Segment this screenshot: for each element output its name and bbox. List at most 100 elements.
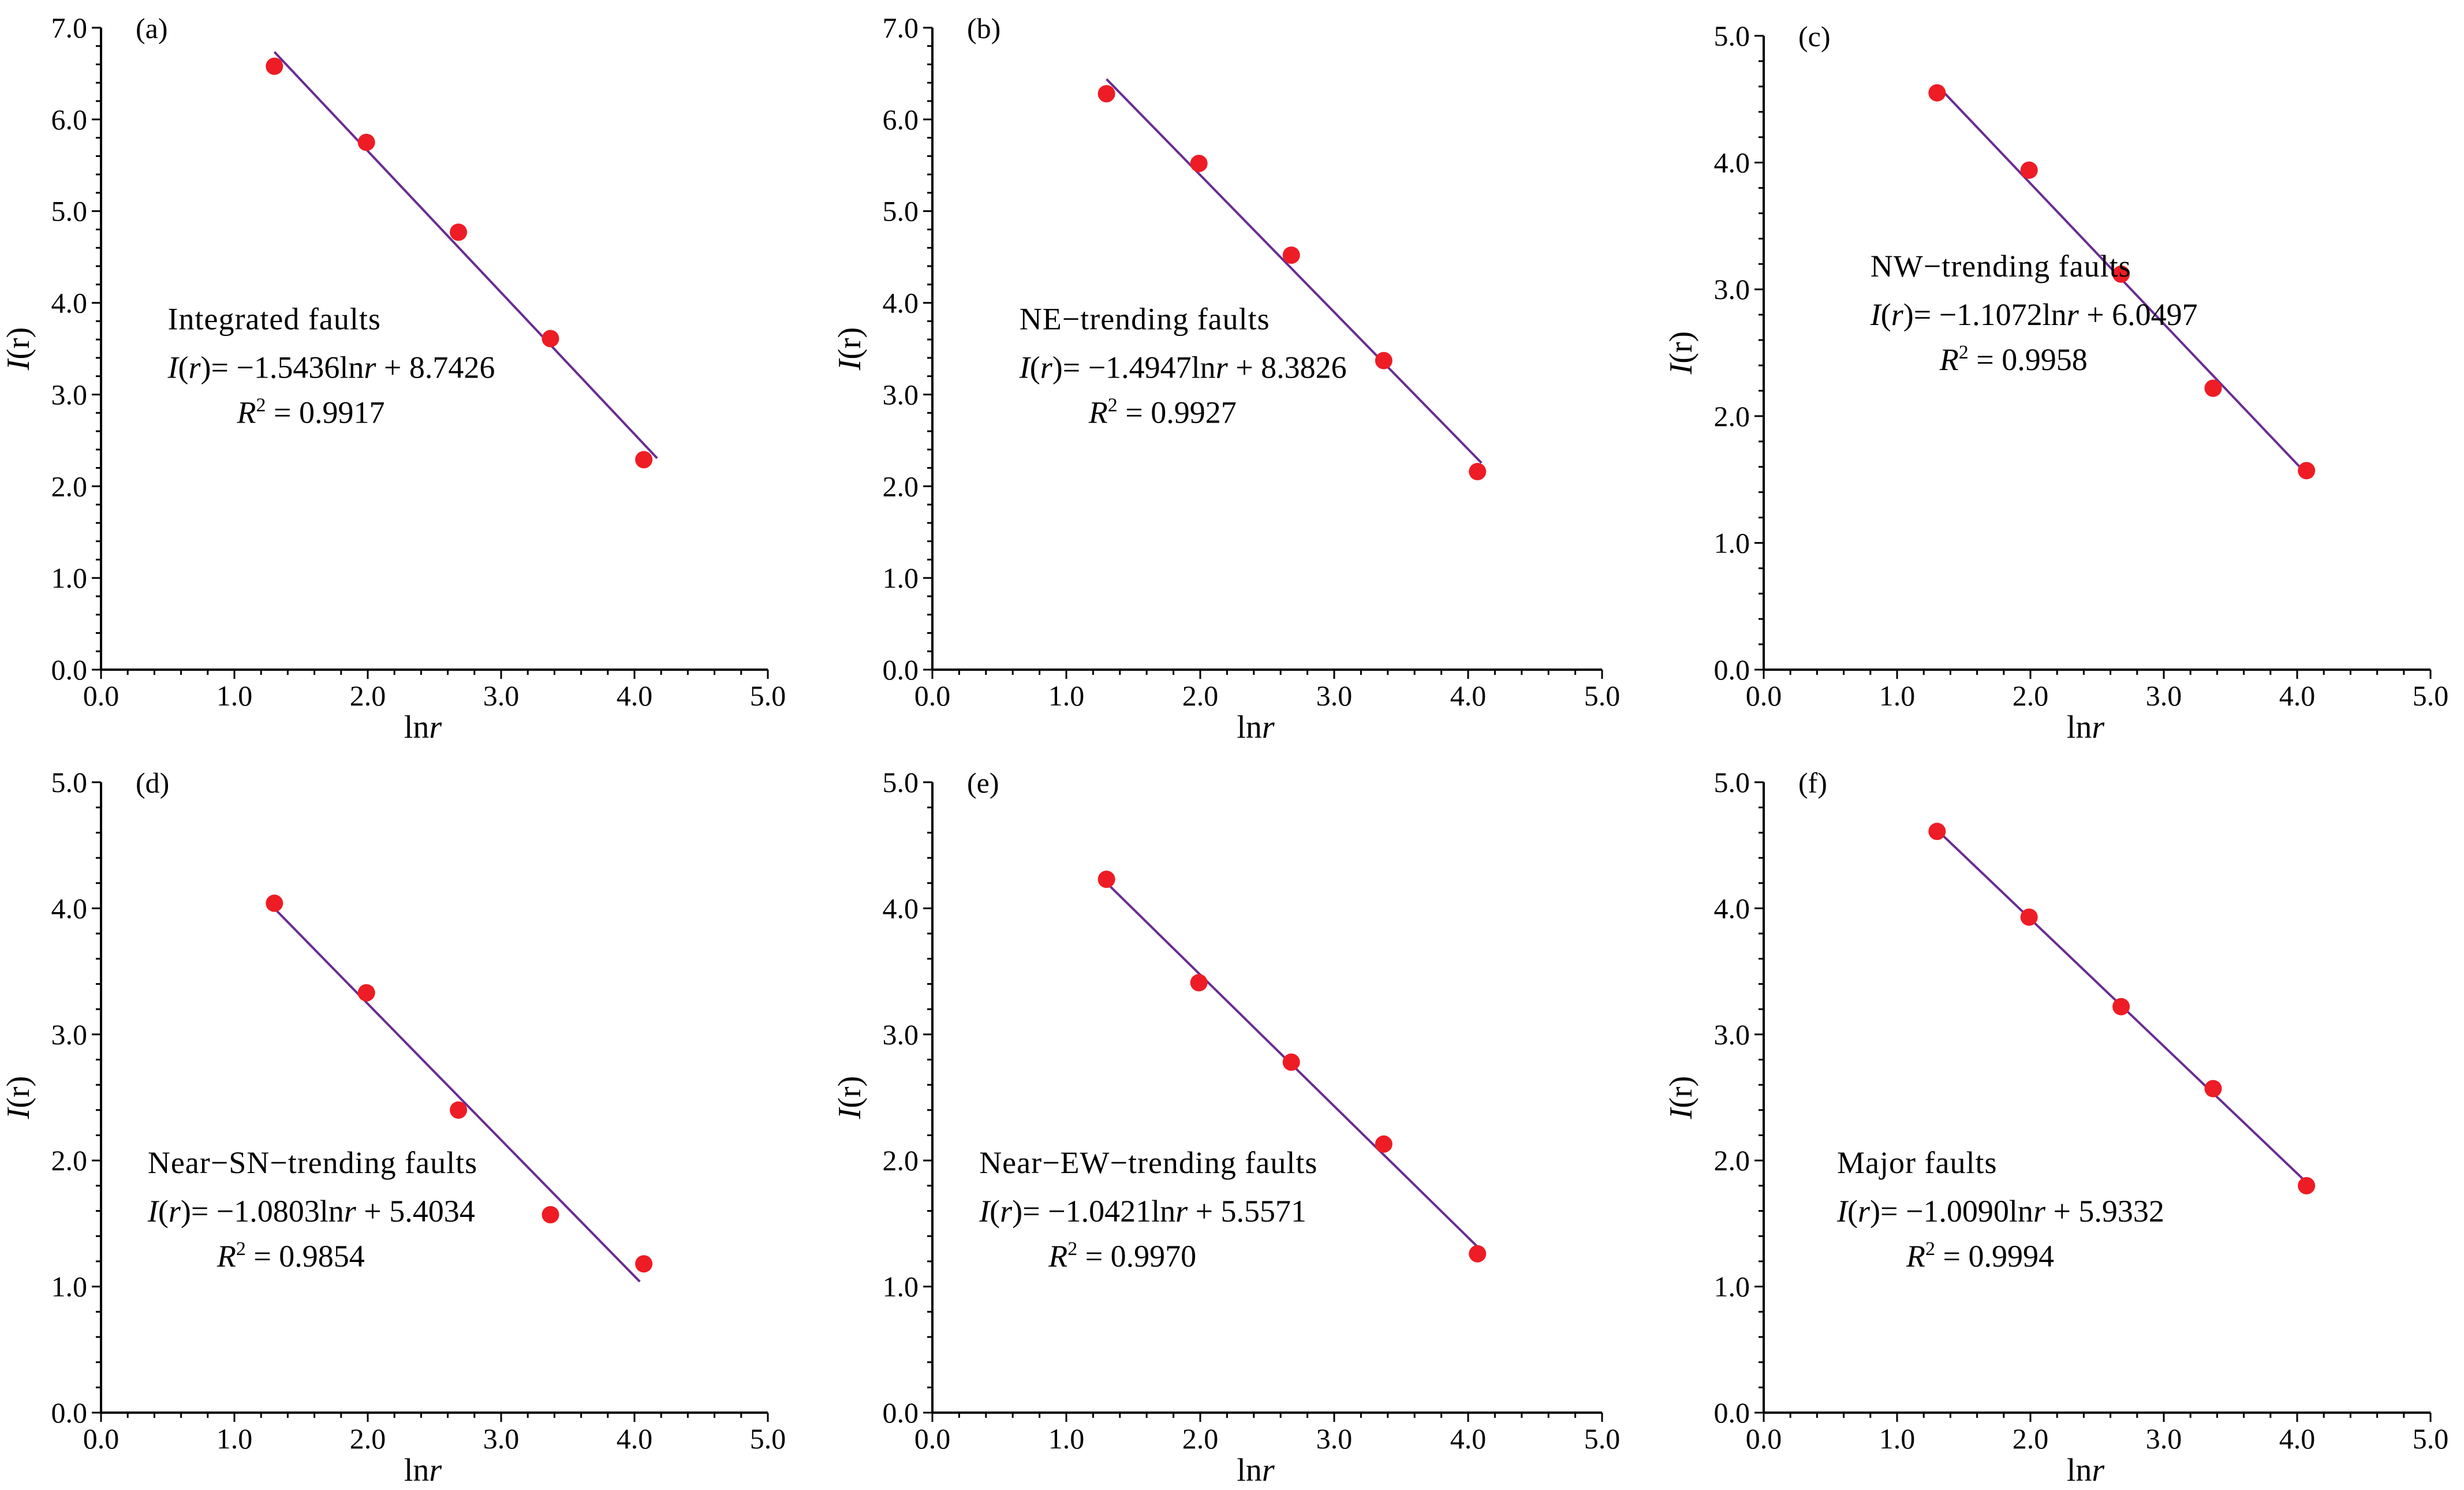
r-squared: R2 = 0.9917: [237, 395, 385, 430]
data-point: [542, 1206, 559, 1224]
data-point: [2020, 161, 2038, 179]
x-tick-label: 2.0: [1182, 1422, 1219, 1455]
regression-line: [273, 51, 658, 460]
x-tick-label: 4.0: [1450, 679, 1487, 712]
y-tick-label: 2.0: [1714, 1144, 1750, 1177]
data-point: [1097, 871, 1115, 888]
x-axis-label: lnr: [2067, 709, 2105, 745]
x-tick-label: 3.0: [1316, 1422, 1353, 1455]
x-tick-label: 0.0: [914, 1422, 951, 1455]
regression-line: [273, 908, 641, 1283]
x-axis-label: lnr: [1237, 709, 1275, 745]
y-tick-label: 6.0: [883, 103, 919, 136]
y-tick-label: 5.0: [883, 195, 919, 227]
y-tick-label: 1.0: [1714, 526, 1750, 559]
y-tick-label: 4.0: [1714, 147, 1750, 179]
x-tick-label: 2.0: [350, 1422, 386, 1455]
data-point: [1097, 85, 1115, 103]
data-point: [2298, 462, 2316, 480]
regression-equation: I(r)= −1.4947lnr + 8.3826: [1019, 350, 1347, 385]
y-tick-label: 1.0: [883, 562, 919, 594]
y-tick-label: 2.0: [51, 470, 88, 502]
r-squared: R2 = 0.9994: [1906, 1238, 2054, 1274]
x-tick-label: 4.0: [1450, 1422, 1487, 1455]
data-point: [357, 133, 375, 151]
panel-label: (d): [136, 767, 169, 799]
regression-equation: I(r)= −1.0090lnr + 5.9332: [1836, 1194, 2164, 1228]
y-axis-label: I(r): [1, 327, 36, 371]
data-point: [1190, 155, 1208, 173]
panel-label: (a): [136, 12, 168, 44]
data-point: [1375, 1135, 1392, 1153]
y-tick-label: 1.0: [1714, 1271, 1750, 1303]
x-tick-label: 5.0: [2413, 1422, 2449, 1455]
chart-panel-2: 0.0 1.0 2.0 3.0 4.0 5.0 0.0 1.0 2.0 3.0 4.0 5.0 6.0 7…: [832, 12, 1620, 745]
data-point: [1928, 84, 1946, 102]
y-tick-label: 3.0: [1714, 273, 1750, 305]
chart-panel-3: 0.0 1.0 2.0 3.0 4.0 5.0 0.0 1.0 2.0 3.0 4.0 5.0 lnr I…: [1663, 20, 2448, 745]
x-tick-label: 5.0: [750, 679, 786, 712]
y-tick-label: 0.0: [51, 653, 88, 686]
x-tick-label: 1.0: [1048, 679, 1085, 712]
data-point: [2020, 908, 2038, 926]
chart-panel-1: 0.0 1.0 2.0 3.0 4.0 5.0 0.0 1.0 2.0 3.0 4.0 5.0 6.0 7…: [1, 12, 786, 745]
y-axis-label: I(r): [832, 327, 868, 371]
y-tick-label: 5.0: [883, 766, 919, 798]
y-tick-label: 4.0: [51, 892, 88, 924]
y-axis-label: I(r): [1663, 1076, 1699, 1120]
y-tick-label: 1.0: [51, 1271, 88, 1303]
y-tick-label: 4.0: [883, 892, 919, 924]
data-point: [1469, 1245, 1487, 1263]
x-tick-label: 1.0: [216, 679, 253, 712]
data-point: [450, 223, 468, 241]
x-axis-label: lnr: [404, 1452, 442, 1488]
series-name: Major faults: [1837, 1145, 1997, 1180]
data-point: [357, 984, 375, 1002]
y-axis-label: I(r): [1663, 331, 1699, 375]
y-tick-label: 3.0: [1714, 1018, 1750, 1051]
data-point: [2112, 265, 2130, 283]
x-tick-label: 3.0: [1316, 679, 1353, 712]
x-tick-label: 2.0: [350, 679, 386, 712]
data-point: [635, 451, 653, 469]
y-tick-label: 2.0: [883, 470, 919, 502]
x-tick-label: 4.0: [2279, 679, 2316, 712]
x-tick-label: 4.0: [617, 679, 653, 712]
x-tick-label: 3.0: [2146, 679, 2182, 712]
data-point: [1190, 974, 1208, 992]
y-tick-label: 5.0: [1714, 20, 1750, 52]
x-tick-label: 4.0: [617, 1422, 653, 1455]
panel-label: (e): [967, 767, 999, 799]
r-squared: R2 = 0.9958: [1939, 342, 2088, 377]
regression-equation: I(r)= −1.1072lnr + 6.0497: [1870, 297, 2198, 332]
y-tick-label: 5.0: [1714, 766, 1750, 798]
chart-panel-5: 0.0 1.0 2.0 3.0 4.0 5.0 0.0 1.0 2.0 3.0 4.0 5.0 lnr I…: [832, 766, 1620, 1488]
x-tick-label: 0.0: [83, 1422, 120, 1455]
y-tick-label: 3.0: [51, 378, 88, 410]
chart-panel-4: 0.0 1.0 2.0 3.0 4.0 5.0 0.0 1.0 2.0 3.0 4.0 5.0 lnr I…: [1, 766, 786, 1488]
series-name: NE−trending faults: [1020, 302, 1270, 337]
x-tick-label: 5.0: [1584, 679, 1621, 712]
y-tick-label: 1.0: [51, 562, 88, 594]
series-name: Integrated faults: [168, 302, 381, 337]
data-point: [2112, 998, 2130, 1015]
panel-label: (f): [1798, 767, 1827, 799]
data-point: [1282, 1053, 1300, 1071]
y-tick-label: 3.0: [51, 1018, 88, 1051]
y-tick-label: 0.0: [883, 1396, 919, 1429]
y-axis-label: I(r): [832, 1076, 868, 1120]
r-squared: R2 = 0.9854: [216, 1238, 365, 1274]
x-axis-label: lnr: [2067, 1452, 2105, 1488]
panel-label: (c): [1798, 20, 1831, 53]
r-squared: R2 = 0.9970: [1048, 1238, 1196, 1274]
data-point: [542, 330, 559, 348]
x-tick-label: 0.0: [914, 679, 951, 712]
y-tick-label: 5.0: [51, 195, 88, 227]
y-tick-label: 4.0: [51, 287, 88, 319]
regression-line: [1106, 78, 1483, 464]
data-point: [2204, 1080, 2222, 1097]
y-tick-label: 0.0: [883, 653, 919, 686]
regression-equation: I(r)= −1.5436lnr + 8.7426: [167, 350, 495, 385]
y-tick-label: 4.0: [883, 287, 919, 319]
x-tick-label: 0.0: [83, 679, 120, 712]
